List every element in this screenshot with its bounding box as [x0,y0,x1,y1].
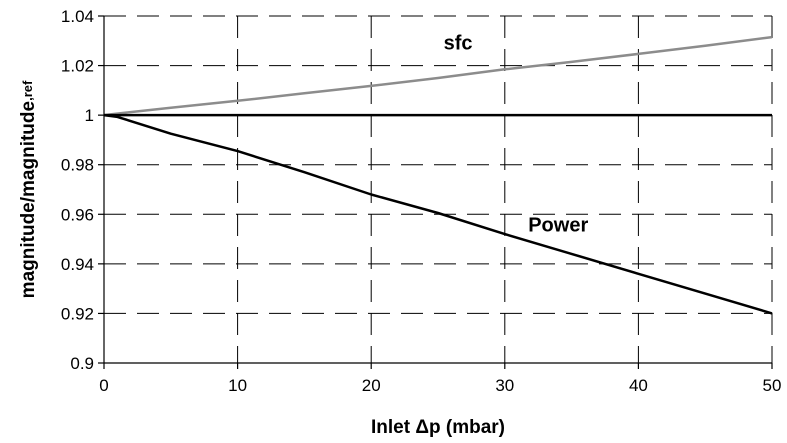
series-label-sfc: sfc [444,32,473,54]
x-tick-label: 0 [99,376,108,395]
y-tick-label: 0.96 [61,205,94,224]
x-tick-label: 50 [763,376,782,395]
series-lines [103,35,773,315]
y-tick-label: 0.9 [70,354,94,373]
series-line-power [103,113,773,315]
x-tick-label: 20 [362,376,381,395]
series-line-sfc [103,35,773,117]
y-tick-label: 1.04 [61,7,94,26]
y-axis-title-main: magnitude/magnitude [18,101,39,298]
x-tick-label: 30 [495,376,514,395]
y-axis-title-subscript: ,ref [20,80,35,101]
y-tick-label: 1 [85,106,94,125]
grid [104,15,773,363]
y-tick-label: 0.94 [61,255,94,274]
x-axis-title: Inlet Δp (mbar) [371,417,505,438]
tick-labels: 0.9 0.92 0.94 0.96 0.98 1 1.02 1.04 0 10 20 30 40 50 [61,7,782,395]
axes [98,15,773,369]
series-label-power: Power [528,215,588,237]
series-annotations: sfc Power [444,32,589,236]
y-tick-label: 1.02 [61,57,94,76]
y-axis-title: magnitude/magnitude,ref [18,80,39,298]
y-tick-label: 0.98 [61,156,94,175]
x-tick-label: 10 [228,376,247,395]
y-tick-label: 0.92 [61,304,94,323]
x-tick-label: 40 [629,376,648,395]
